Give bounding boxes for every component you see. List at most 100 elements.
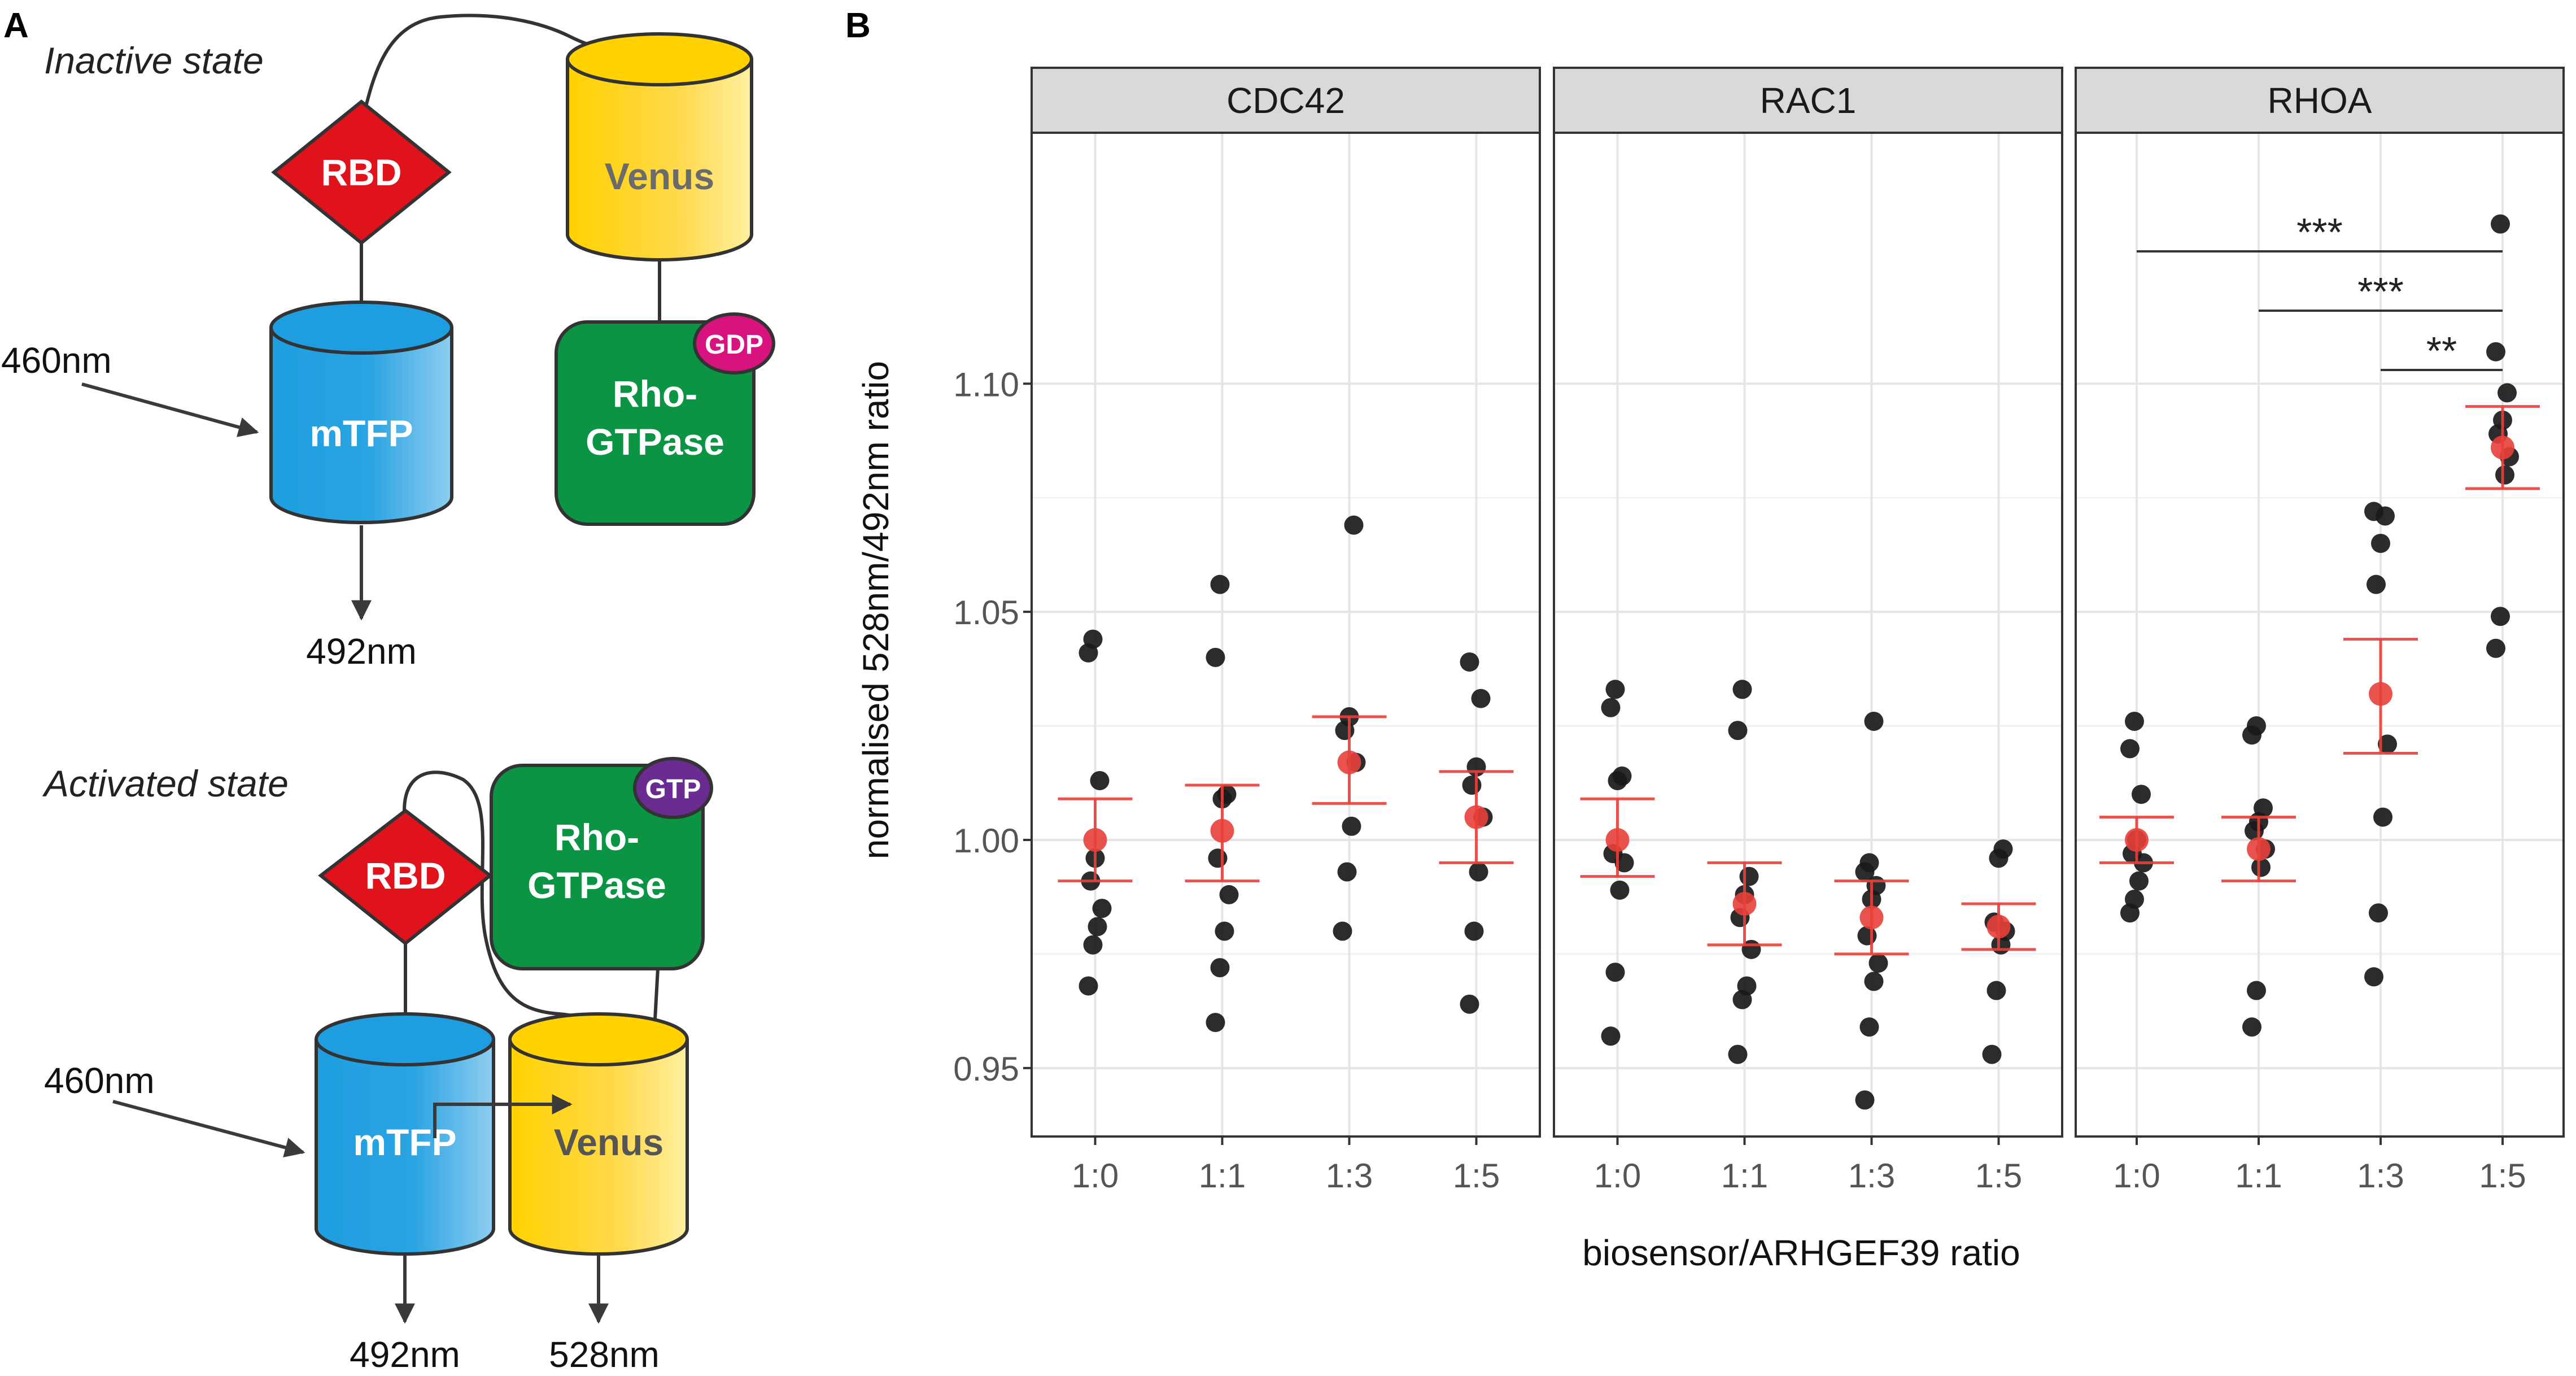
data-point (2247, 716, 2266, 736)
data-point (1217, 785, 1237, 804)
x-tick-label: 1:3 (1848, 1157, 1895, 1195)
facet-strip-label: RAC1 (1760, 80, 1857, 121)
facet-rac1: RAC1 1:0 1:1 1:3 1:5 (1553, 67, 2063, 1195)
activated-state-title: Activated state (42, 763, 289, 804)
data-point (2247, 981, 2266, 1000)
inactive-mtfp: mTFP (269, 301, 453, 524)
data-point (1605, 680, 1625, 699)
facet-panel-border (2075, 132, 2565, 1138)
inactive-rbd-label: RBD (321, 151, 402, 193)
data-point (1206, 647, 1225, 667)
facet-cdc42: CDC42 1:0 1:1 1:3 1:5 (1031, 67, 1541, 1195)
facet-panel-background (2076, 133, 2564, 1136)
mean-point (1337, 750, 1361, 774)
data-point (1083, 629, 1103, 649)
x-tick-label: 1:3 (1326, 1157, 1373, 1195)
inactive-rho-gtpase: Rho- GTPase (555, 320, 756, 526)
inactive-state-title: Inactive state (44, 40, 264, 81)
data-point (1859, 1017, 1879, 1037)
activated-mtfp: mTFP (315, 1012, 495, 1256)
data-point (1859, 853, 1879, 873)
data-point (1083, 935, 1103, 955)
facet-panel-background (1554, 133, 2062, 1136)
data-point (2364, 967, 2383, 987)
data-point (2129, 871, 2149, 891)
data-point (1864, 972, 1884, 991)
data-point (2125, 711, 2144, 731)
data-point (2125, 889, 2144, 909)
data-point (1090, 770, 1110, 790)
data-point (1732, 680, 1752, 699)
inactive-rho-line1: Rho- (613, 373, 697, 415)
x-tick-label: 1:0 (2113, 1157, 2160, 1195)
mean-point (2247, 837, 2271, 861)
inactive-excitation-label: 460nm (1, 340, 112, 381)
data-point (2491, 214, 2510, 234)
gdp-badge: GDP (693, 312, 775, 375)
data-point (1601, 1026, 1621, 1046)
data-point (2371, 533, 2390, 553)
data-point (1610, 880, 1630, 900)
x-tick-label: 1:1 (2235, 1157, 2282, 1195)
data-point (1344, 515, 1364, 535)
data-point (2132, 785, 2151, 804)
y-tick-label: 1.05 (953, 594, 1019, 632)
data-point (1460, 994, 1479, 1014)
x-tick-label: 1:5 (2479, 1157, 2526, 1195)
data-point (1855, 1090, 1875, 1110)
data-point (2491, 607, 2510, 626)
gtp-badge: GTP (633, 757, 713, 819)
facet-panel-background (1032, 133, 1540, 1136)
panel-a-schematic: A Inactive state RBD mTFP Venus Rho- GTP… (1, 6, 775, 1375)
data-point (1088, 917, 1107, 937)
activated-rho-gtpase: Rho- GTPase (490, 764, 705, 970)
mean-point (1210, 818, 1234, 843)
activated-venus: Venus (508, 1012, 689, 1256)
data-point (1215, 921, 1234, 941)
data-point (1728, 721, 1748, 741)
data-point (2373, 807, 2392, 827)
panel-a-label: A (3, 6, 29, 45)
data-point (1737, 976, 1757, 996)
data-point (1208, 848, 1228, 868)
inactive-rho-line2: GTPase (586, 421, 724, 463)
facet-strip-label: RHOA (2268, 80, 2372, 121)
x-tick-label: 1:3 (2357, 1157, 2404, 1195)
inactive-excitation-arrow (81, 382, 259, 437)
data-point (1728, 1044, 1748, 1064)
facet-strip (2075, 67, 2565, 134)
data-point (1868, 953, 1888, 973)
data-point (1219, 885, 1239, 904)
mean-point (1732, 892, 1757, 916)
mean-point (1859, 905, 1884, 930)
data-point (2378, 734, 2397, 754)
mean-point (1464, 805, 1488, 829)
data-point (1986, 981, 2006, 1000)
data-point (2367, 574, 2386, 594)
mean-point (2491, 436, 2514, 460)
data-point (1612, 766, 1632, 786)
facet-panel-border (1553, 132, 2063, 1138)
gtp-label: GTP (645, 774, 701, 804)
data-point (1079, 976, 1098, 996)
data-point (2486, 342, 2505, 362)
inactive-rbd: RBD (271, 99, 452, 245)
y-axis-title: normalised 528nm/492nm ratio (855, 361, 896, 859)
data-point (1342, 816, 1361, 836)
inactive-venus-label: Venus (605, 155, 714, 197)
mean-point (1986, 915, 2011, 939)
x-tick-label: 1:1 (1199, 1157, 1246, 1195)
y-tick-label: 1.00 (953, 822, 1019, 860)
data-point (1210, 958, 1230, 978)
facet-panel-border (1031, 132, 1541, 1138)
data-point (1864, 711, 1884, 731)
activated-rho-line2: GTPase (527, 864, 666, 906)
activated-venus-label: Venus (554, 1121, 663, 1163)
significance-label: *** (2296, 210, 2343, 254)
data-point (1210, 574, 1230, 594)
activated-emission-mtfp-label: 492nm (350, 1334, 460, 1375)
facet-strip (1553, 67, 2063, 134)
data-point (2251, 857, 2271, 877)
data-point (1462, 776, 1482, 795)
data-point (1464, 921, 1484, 941)
